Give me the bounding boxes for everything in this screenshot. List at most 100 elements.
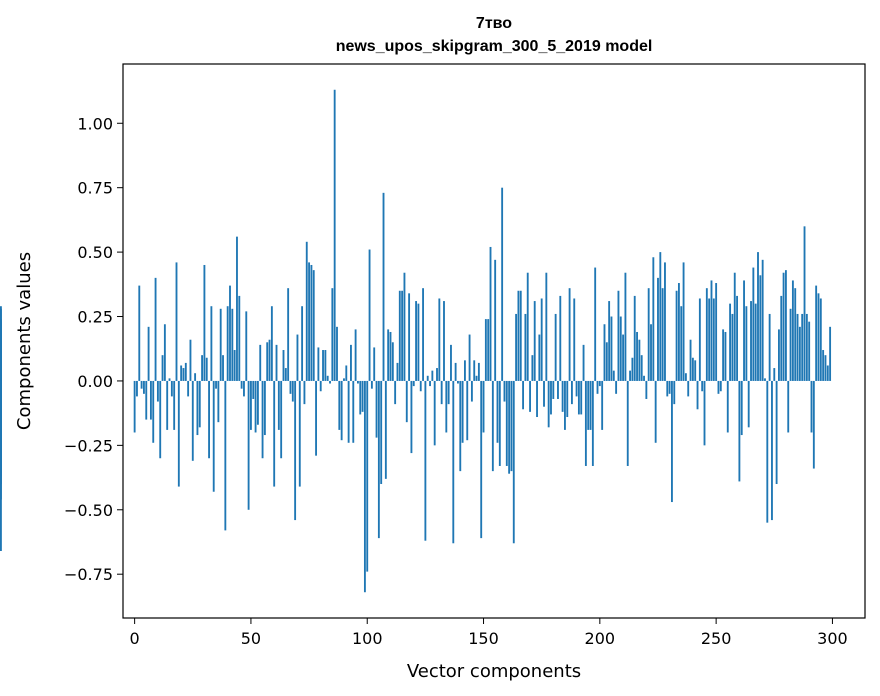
bar-component-262 [743,280,745,381]
bar-component-157 [498,380,501,466]
bar-component-256 [729,303,732,381]
bar-component-98 [361,380,364,412]
bar-component-121 [415,301,418,381]
bar-component-145 [470,380,473,402]
bar-component-82 [324,350,327,381]
bar-component-211 [624,272,627,381]
bar-component-110 [389,331,392,381]
bar-component-127 [429,380,431,387]
bar-component-268 [757,252,759,381]
bar-component-200 [598,380,601,387]
bar-component-169 [526,272,529,381]
bar-component-13 [163,324,166,381]
bar-component-196 [589,380,592,430]
bar-component-164 [515,313,518,381]
bar-component-57 [266,342,269,381]
bar-component-44 [236,236,238,381]
bar-component-279 [782,272,785,381]
bars-group [0,89,832,593]
bar-component-259 [736,295,738,381]
bar-component-263 [745,306,748,381]
bar-component-undefined [0,380,2,485]
bar-component-102 [370,380,373,389]
bar-component-18 [175,262,178,381]
bar-component-220 [645,380,648,399]
bar-component-159 [503,380,506,402]
bar-component-142 [463,360,466,381]
bar-component-124 [422,288,424,381]
bar-component-162 [510,380,513,472]
bar-component-141 [461,380,464,443]
bar-component-183 [559,295,562,381]
bar-component-247 [708,298,711,381]
bar-component-273 [768,313,771,381]
bar-component-285 [796,313,799,381]
bar-component-60 [273,380,276,487]
bar-component-64 [282,350,285,381]
bar-component-96 [356,380,359,384]
bar-component-217 [638,339,641,381]
bar-component-undefined [0,329,2,381]
bar-component-25 [191,380,194,461]
bar-component-19 [177,380,180,487]
bar-component-8 [152,380,155,443]
bar-component-109 [387,329,390,381]
bar-component-39 [224,380,227,531]
y-tick-label: −0.75 [64,565,113,584]
bar-component-7 [149,380,152,420]
bar-component-187 [568,288,571,381]
bar-component-14 [166,380,169,430]
bar-component-2 [138,285,141,381]
bar-component-266 [752,267,755,381]
bar-component-195 [587,380,590,430]
plot-frame [122,63,866,619]
bar-component-56 [263,380,266,436]
bar-component-221 [647,288,650,381]
bar-component-16 [170,380,173,397]
bar-component-204 [608,301,611,381]
bar-component-22 [184,362,187,381]
bar-component-229 [666,380,669,397]
bar-component-20 [180,365,183,381]
bar-component-32 [208,380,210,459]
bar-component-103 [373,347,376,381]
bar-component-291 [810,380,813,433]
bar-component-116 [403,272,406,381]
bar-component-41 [229,285,231,381]
bar-component-274 [771,380,773,521]
bar-component-240 [691,357,694,381]
bar-component-288 [803,226,806,381]
bar-component-85 [331,288,334,381]
bar-component-100 [366,380,369,572]
y-tick-label: 0.75 [77,179,113,198]
bar-component-80 [319,380,322,392]
bar-component-272 [766,380,769,523]
bar-component-89 [340,380,343,441]
bar-component-107 [382,192,385,381]
bar-component-81 [322,350,324,381]
bar-component-65 [284,368,287,381]
bar-component-129 [433,380,436,446]
y-tick-label: −0.25 [64,436,113,455]
bar-component-37 [219,308,222,381]
bar-component-101 [368,249,371,381]
bar-component-205 [610,316,613,381]
bar-component-154 [491,380,494,472]
bar-component-282 [789,308,792,381]
bar-component-277 [778,329,780,381]
bar-component-242 [696,380,699,410]
bar-component-173 [536,380,538,418]
bar-component-215 [633,295,636,381]
bar-component-245 [703,380,706,446]
bar-component-27 [196,380,199,436]
bar-component-140 [459,380,462,472]
bar-component-201 [601,380,604,430]
bar-component-48 [245,311,248,381]
bar-component-59 [270,306,273,381]
bar-component-209 [619,316,622,381]
y-axis-label: Components values [14,252,35,430]
bar-component-66 [287,288,290,381]
bar-component-135 [447,380,450,405]
bar-component-191 [577,380,580,415]
bar-component-226 [659,252,662,381]
